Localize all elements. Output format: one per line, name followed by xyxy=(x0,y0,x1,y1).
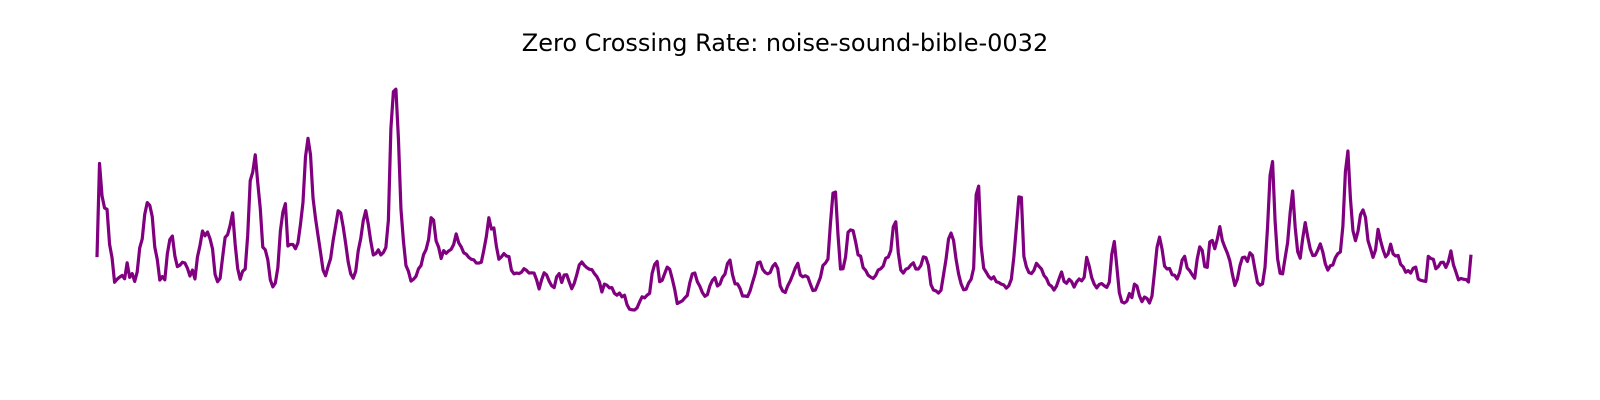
series-line-zero-crossing-rate xyxy=(95,87,1473,312)
chart-title: Zero Crossing Rate: noise-sound-bible-00… xyxy=(522,29,1048,57)
plot-area xyxy=(95,87,1473,312)
